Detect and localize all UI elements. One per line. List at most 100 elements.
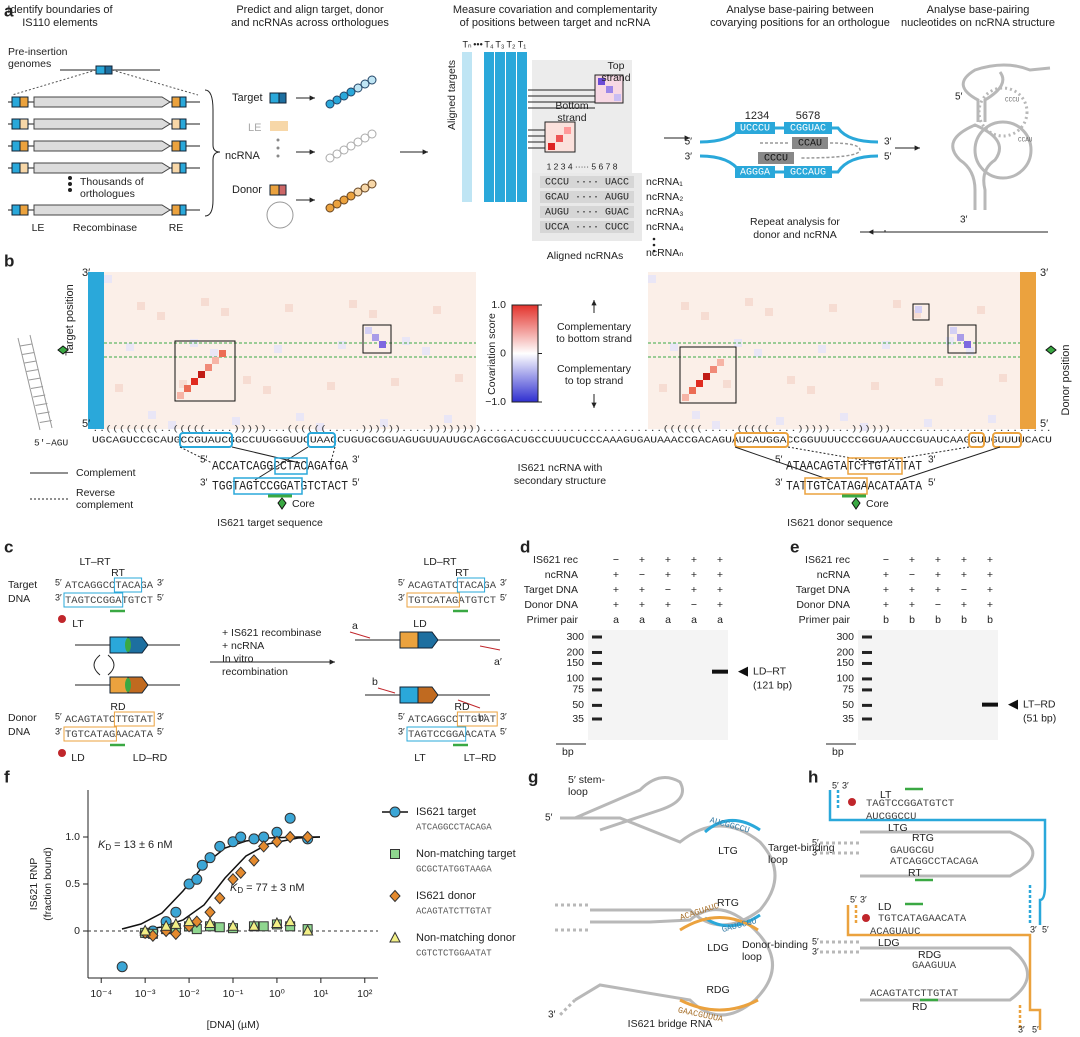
cov-cell — [184, 385, 191, 392]
right-end — [171, 204, 181, 216]
guide-arc — [679, 916, 759, 932]
label: LD–RT — [423, 556, 457, 568]
product-band — [982, 702, 998, 707]
panel-label: e — [790, 537, 799, 556]
kd-annotation: KD = 77 ± 3 nM — [230, 882, 305, 895]
label: ATAACAGTATCTTGTATTAT — [786, 458, 922, 473]
right-end — [171, 162, 181, 174]
point — [284, 812, 296, 824]
label: ACCATCAGGCCTACAGATGA — [212, 458, 348, 473]
panel-label: h — [808, 767, 818, 786]
heatmap-noise — [754, 349, 762, 357]
heatmap-noise — [701, 312, 709, 320]
label: 3′ — [398, 726, 405, 736]
colorbar — [511, 304, 539, 403]
cov-box — [679, 346, 737, 404]
ellipsis-dot — [276, 138, 280, 142]
label: strand — [601, 72, 630, 84]
heatmap-noise — [977, 306, 985, 314]
label: T₂ — [507, 39, 516, 49]
label: to top strand — [565, 375, 624, 387]
legend-label: Non-matching donor — [416, 932, 516, 944]
heatmap-noise — [263, 386, 271, 394]
ellipsis-dot — [652, 243, 656, 247]
label: genomes — [8, 58, 51, 70]
label: 150 — [836, 657, 854, 669]
label: 5′ — [884, 152, 892, 163]
label: + — [987, 554, 993, 566]
label: ACAGTATCTACAGA — [408, 580, 497, 592]
point — [191, 873, 203, 885]
label: loop — [568, 786, 588, 798]
label: LT — [880, 789, 892, 801]
label: + — [613, 584, 619, 596]
cell — [564, 127, 571, 134]
heatmap-noise — [670, 343, 678, 351]
label: TAGTCCGGAACATA — [408, 729, 497, 741]
ellipsis-dot — [68, 176, 72, 180]
label: 5′ — [955, 92, 963, 103]
heatmap-noise — [179, 380, 187, 388]
recombinase-gene — [33, 96, 171, 108]
label: RD — [912, 1001, 928, 1013]
label: Donor position — [1060, 345, 1072, 416]
aligned-column — [495, 52, 505, 202]
heatmap-noise — [349, 300, 357, 308]
point — [271, 835, 283, 848]
point — [191, 915, 203, 928]
label: Donor-binding — [742, 939, 808, 951]
cov-cell — [950, 327, 957, 334]
ladder-band — [592, 703, 602, 707]
label: GCCAUG — [790, 168, 826, 179]
label: + — [717, 569, 723, 581]
label: ncRNA — [817, 569, 850, 581]
kd-symbol: K — [230, 882, 238, 894]
label: 5678 — [796, 110, 820, 122]
arrow-head — [591, 300, 597, 306]
label: IS621 rec — [533, 554, 578, 566]
label: 5′ — [1042, 924, 1049, 934]
red-dot — [848, 798, 856, 806]
target-strand — [828, 790, 1047, 925]
label: Aligned targets — [446, 60, 458, 130]
label: − — [909, 569, 915, 581]
panel-label: g — [528, 767, 538, 786]
label: loop — [742, 951, 762, 963]
label: ATCAGGCCTACAGA — [890, 856, 979, 868]
aligned-column — [473, 52, 483, 202]
label: (fraction bound) — [42, 847, 54, 921]
stem — [17, 334, 53, 431]
arrow-head — [309, 149, 315, 155]
site — [417, 631, 439, 649]
guide-arc — [679, 998, 759, 1012]
kd-symbol: K — [98, 839, 106, 851]
label: TGGTAGTCCGGATGTCTACT — [212, 478, 348, 493]
heatmap-noise — [210, 349, 218, 357]
point — [284, 830, 296, 844]
label: Top — [608, 60, 625, 72]
site-box — [274, 457, 308, 475]
arrow-head — [309, 95, 315, 101]
rna-backbone — [820, 841, 860, 954]
label: 50 — [842, 699, 854, 711]
label: + ncRNA — [222, 640, 264, 652]
heatmap-noise — [935, 378, 943, 386]
label: TAGTCCGGATGTCT — [866, 798, 954, 810]
label: Complementary — [557, 363, 632, 375]
label: b — [935, 614, 941, 626]
target-site — [179, 204, 187, 216]
label: 3′ — [685, 152, 693, 163]
label: b — [883, 614, 889, 626]
ncrna-box — [758, 152, 794, 164]
cov-cell — [710, 366, 717, 373]
stem-pair — [24, 360, 37, 364]
guide-arc — [704, 913, 761, 928]
label: a — [352, 620, 358, 632]
label: LT–RD — [1023, 698, 1056, 710]
link-line — [734, 446, 831, 481]
label: 5′ — [812, 936, 819, 946]
label: + — [909, 554, 915, 566]
label: 3′ — [157, 711, 164, 721]
label: CCCU — [1005, 97, 1020, 104]
label: 3′ — [812, 946, 819, 956]
